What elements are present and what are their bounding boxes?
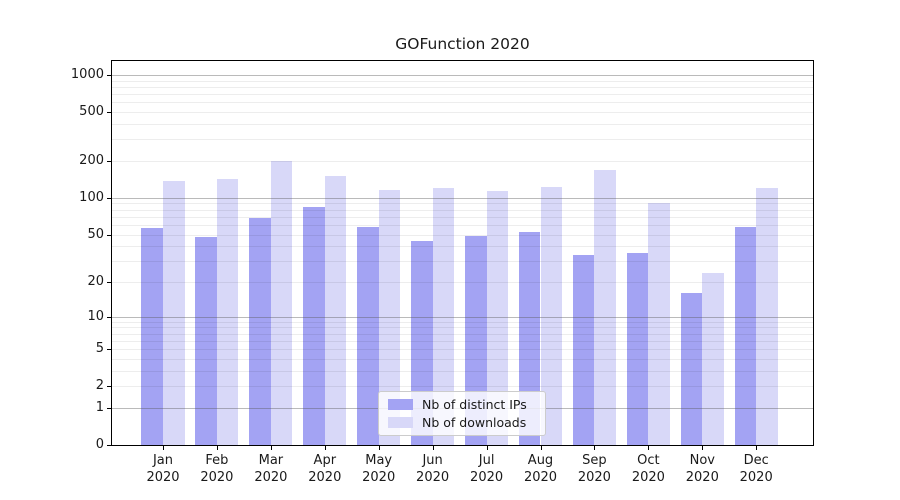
x-tick-may [378,446,380,450]
bar-downloads-apr [324,175,347,445]
x-tick-label-apr: Apr 2020 [308,453,342,485]
y-tick-0 [107,445,111,446]
y-tick-label-500: 500 [79,104,104,120]
bar-distinct-ips-mar [249,217,271,445]
bar-downloads-feb [216,178,239,445]
y-tick-label-5: 5 [95,341,104,357]
x-tick-label-oct: Oct 2020 [631,453,665,485]
x-tick-jun [432,446,434,450]
x-tick-sep [594,446,596,450]
bar-downloads-nov [702,272,724,445]
y-tick-100 [107,197,111,199]
legend-label-distinct-ips: Nb of distinct IPs [422,397,527,412]
y-tick-1 [107,407,111,409]
legend: Nb of distinct IPs Nb of downloads [378,391,546,436]
x-tick-jul [486,446,488,450]
legend-label-downloads: Nb of downloads [422,415,527,430]
bar-downloads-may [378,190,401,445]
x-tick-label-mar: Mar 2020 [254,453,288,485]
legend-item-distinct-ips: Nb of distinct IPs [388,397,536,412]
bar-downloads-aug [540,187,563,445]
x-tick-aug [540,446,542,450]
y-tick-5 [107,349,111,351]
y-tick-label-200: 200 [79,153,104,168]
y-tick-label-1: 1 [95,399,104,415]
bar-distinct-ips-nov [680,293,703,445]
y-tick-label-0: 0 [95,437,104,452]
bar-downloads-dec [756,187,778,445]
bar-distinct-ips-jan [141,227,163,445]
bar-distinct-ips-apr [303,207,325,445]
bar-downloads-oct [648,203,670,445]
x-tick-jan [163,446,164,450]
x-tick-mar [270,446,272,450]
x-tick-oct [648,446,650,450]
y-tick-10 [107,316,111,318]
bars-layer [112,61,813,445]
x-tick-label-jun: Jun 2020 [416,453,450,485]
y-tick-label-1000: 1000 [70,67,104,82]
y-tick-50 [107,234,111,236]
bar-distinct-ips-dec [734,226,757,445]
x-tick-apr [324,446,326,450]
x-tick-label-jul: Jul 2020 [470,453,504,485]
y-tick-1000 [107,75,111,76]
y-tick-500 [107,112,111,114]
bar-downloads-jan [163,180,185,445]
bar-distinct-ips-feb [195,236,217,445]
legend-swatch-distinct-ips [388,399,413,410]
y-tick-2 [107,386,111,388]
x-tick-label-feb: Feb 2020 [200,453,234,485]
y-tick-label-10: 10 [87,308,104,324]
x-tick-nov [702,446,704,450]
y-tick-label-100: 100 [79,189,104,205]
bar-downloads-mar [270,161,293,445]
x-tick-label-may: May 2020 [362,453,396,485]
legend-swatch-downloads [388,417,413,428]
chart-title: GOFunction 2020 [395,35,530,53]
x-tick-label-aug: Aug 2020 [523,453,558,485]
y-tick-label-50: 50 [87,226,104,242]
x-tick-label-dec: Dec 2020 [739,453,773,485]
plot-area [112,61,813,445]
legend-item-downloads: Nb of downloads [388,415,536,430]
x-tick-feb [216,446,218,450]
bar-distinct-ips-oct [626,253,649,445]
y-tick-200 [107,161,111,162]
bar-downloads-jun [432,188,455,445]
x-tick-label-sep: Sep 2020 [577,453,611,485]
x-tick-label-jan: Jan 2020 [146,453,180,485]
y-tick-label-2: 2 [95,378,104,394]
y-tick-label-20: 20 [87,274,104,289]
y-tick-20 [107,282,111,283]
x-tick-dec [756,446,758,450]
bar-downloads-jul [486,190,509,445]
x-tick-label-nov: Nov 2020 [685,453,719,485]
bar-distinct-ips-may [357,226,379,445]
bar-downloads-sep [594,169,616,445]
bar-distinct-ips-sep [572,254,595,445]
